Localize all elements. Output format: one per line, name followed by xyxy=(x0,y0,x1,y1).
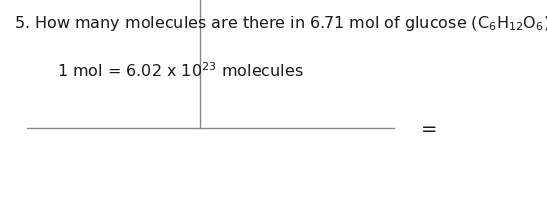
Text: =: = xyxy=(421,119,438,138)
Text: 1 mol = 6.02 x 10$^{23}$ molecules: 1 mol = 6.02 x 10$^{23}$ molecules xyxy=(57,61,304,80)
Text: 5. How many molecules are there in 6.71 mol of glucose ($\mathregular{C_6H_{12}O: 5. How many molecules are there in 6.71 … xyxy=(14,14,547,33)
